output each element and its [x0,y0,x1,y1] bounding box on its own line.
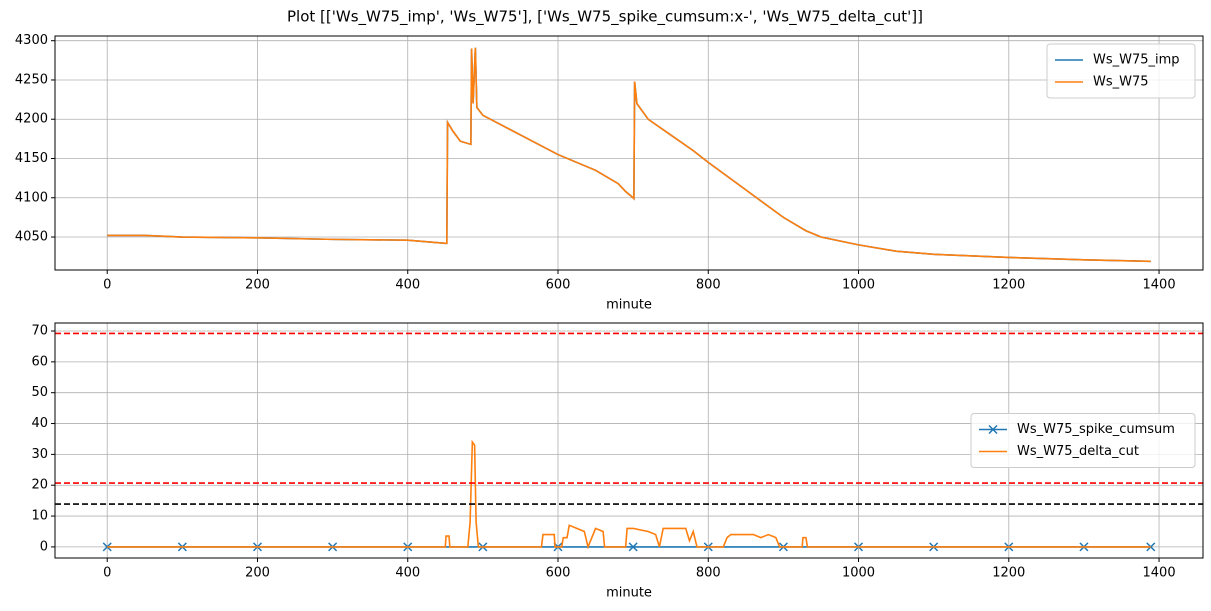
plot-frame [54,322,1204,559]
x-tick-label: 0 [103,278,111,293]
marker [102,542,112,552]
x-tick-label: 400 [395,566,420,581]
x-tick-label: 1200 [992,278,1025,293]
y-tick-label: 4200 [15,112,48,127]
x-tick-label: 200 [245,566,270,581]
marker [628,542,638,552]
x-tick-label: 200 [245,278,270,293]
x-tick-label: 800 [696,278,721,293]
y-tick-label: 4150 [15,151,48,166]
y-tick-label: 0 [40,539,48,554]
legend-label: Ws_W75_imp [1093,53,1180,68]
plot-frame [54,35,1204,271]
y-tick-label: 10 [31,509,48,524]
series-line [107,47,1151,263]
y-tick-label: 4100 [15,190,48,205]
legend-label: Ws_W75 [1093,75,1149,90]
x-tick-label: 0 [103,566,111,581]
x-tick-label: 800 [696,566,721,581]
x-tick-label: 400 [395,278,420,293]
x-tick-label: 1400 [1143,566,1176,581]
legend-box [1046,43,1196,99]
y-tick-label: 70 [31,324,48,339]
legend-label: Ws_W75_spike_cumsum [1017,422,1175,437]
x-axis-label: minute [606,586,652,601]
x-tick-label: 1000 [842,278,875,293]
x-tick-label: 600 [546,566,571,581]
y-tick-label: 50 [31,385,48,400]
x-tick-label: 600 [546,278,571,293]
x-tick-label: 1000 [842,566,875,581]
y-tick-label: 30 [31,447,48,462]
series-line [107,439,1151,550]
y-tick-label: 40 [31,416,48,431]
legend-label: Ws_W75_delta_cut [1017,444,1139,459]
x-tick-label: 1400 [1143,278,1176,293]
y-tick-label: 60 [31,354,48,369]
y-tick-label: 4050 [15,230,48,245]
legend-marker [988,424,998,435]
x-tick-label: 1200 [992,566,1025,581]
y-tick-label: 4250 [15,72,48,87]
y-tick-label: 4300 [15,33,48,48]
y-tick-label: 20 [31,478,48,493]
figure-title: Plot [['Ws_W75_imp', 'Ws_W75'], ['Ws_W75… [287,8,923,27]
legend-box [970,413,1196,468]
x-axis-label: minute [606,298,652,313]
